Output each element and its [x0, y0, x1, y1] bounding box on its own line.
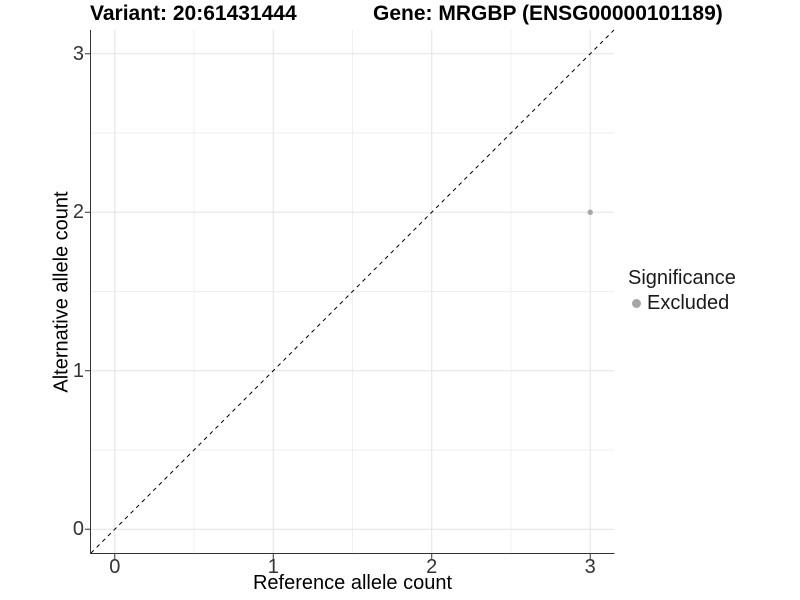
excluded-point-icon: [632, 299, 641, 308]
legend-item-excluded: Excluded: [628, 292, 736, 315]
x-tick-label: 1: [267, 556, 279, 578]
x-tick-label: 0: [109, 556, 121, 578]
legend-item-label: Excluded: [647, 292, 730, 314]
x-tick-label: 2: [426, 556, 438, 578]
x-tick-label: 3: [584, 556, 596, 578]
y-tick-label: 1: [72, 359, 84, 382]
y-tick-label: 0: [72, 518, 84, 541]
identity-reference-line: [90, 29, 615, 554]
y-tick-label: 3: [72, 42, 84, 65]
legend-title: Significance: [628, 267, 736, 289]
data-point: [587, 209, 593, 215]
y-axis-title: Alternative allele count: [50, 191, 73, 393]
legend: Significance Excluded: [628, 267, 736, 315]
gene-title: Gene: MRGBP (ENSG00000101189): [373, 2, 723, 25]
variant-title: Variant: 20:61431444: [90, 2, 297, 25]
x-axis-title: Reference allele count: [252, 572, 452, 594]
y-tick-label: 2: [72, 201, 84, 224]
